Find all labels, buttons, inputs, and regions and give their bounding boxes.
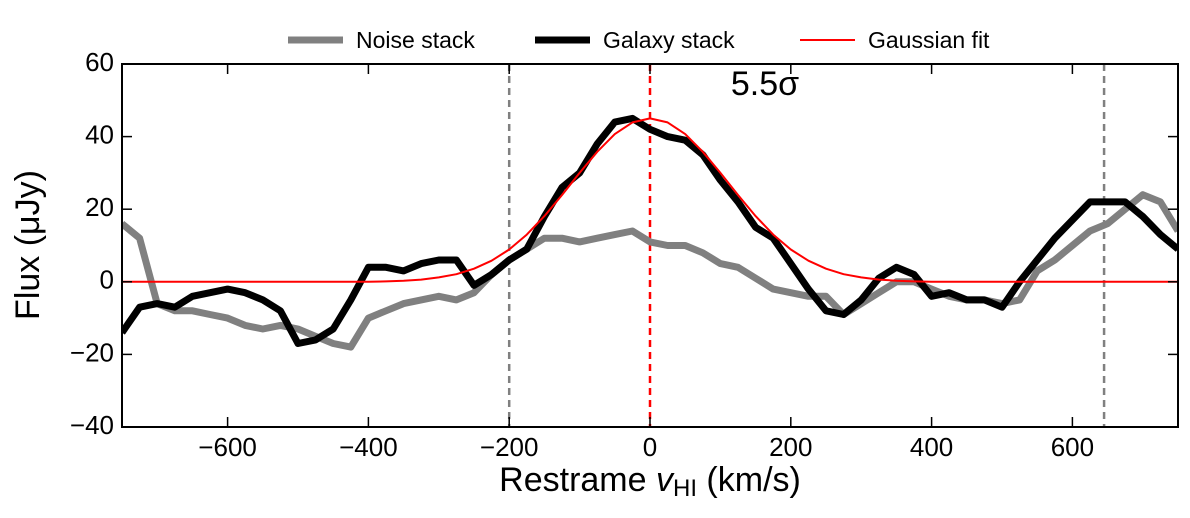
legend-label: Gaussian fit: [868, 27, 990, 53]
y-tick-label: 0: [100, 265, 114, 295]
x-tick-label: 200: [769, 432, 812, 462]
series-line: [122, 117, 1178, 283]
y-tick-label: 20: [85, 192, 114, 222]
legend-label: Galaxy stack: [603, 27, 735, 53]
y-tick-label: −40: [70, 410, 114, 440]
y-tick-label: 40: [85, 119, 114, 149]
x-tick-label: 400: [910, 432, 953, 462]
x-tick-label: 0: [643, 432, 657, 462]
annotation: 5.5σ: [731, 65, 799, 103]
x-tick-label: −400: [339, 432, 398, 462]
y-tick-label: −20: [70, 337, 114, 367]
y-tick-label: 60: [85, 47, 114, 77]
x-axis-label: Restrame vHI (km/s): [499, 461, 801, 502]
x-tick-label: 600: [1051, 432, 1094, 462]
x-tick-label: −600: [198, 432, 257, 462]
x-tick-label: −200: [480, 432, 539, 462]
legend-label: Noise stack: [356, 27, 475, 53]
series-line: [122, 114, 1178, 347]
y-axis-label: Flux (μJy): [9, 170, 47, 320]
